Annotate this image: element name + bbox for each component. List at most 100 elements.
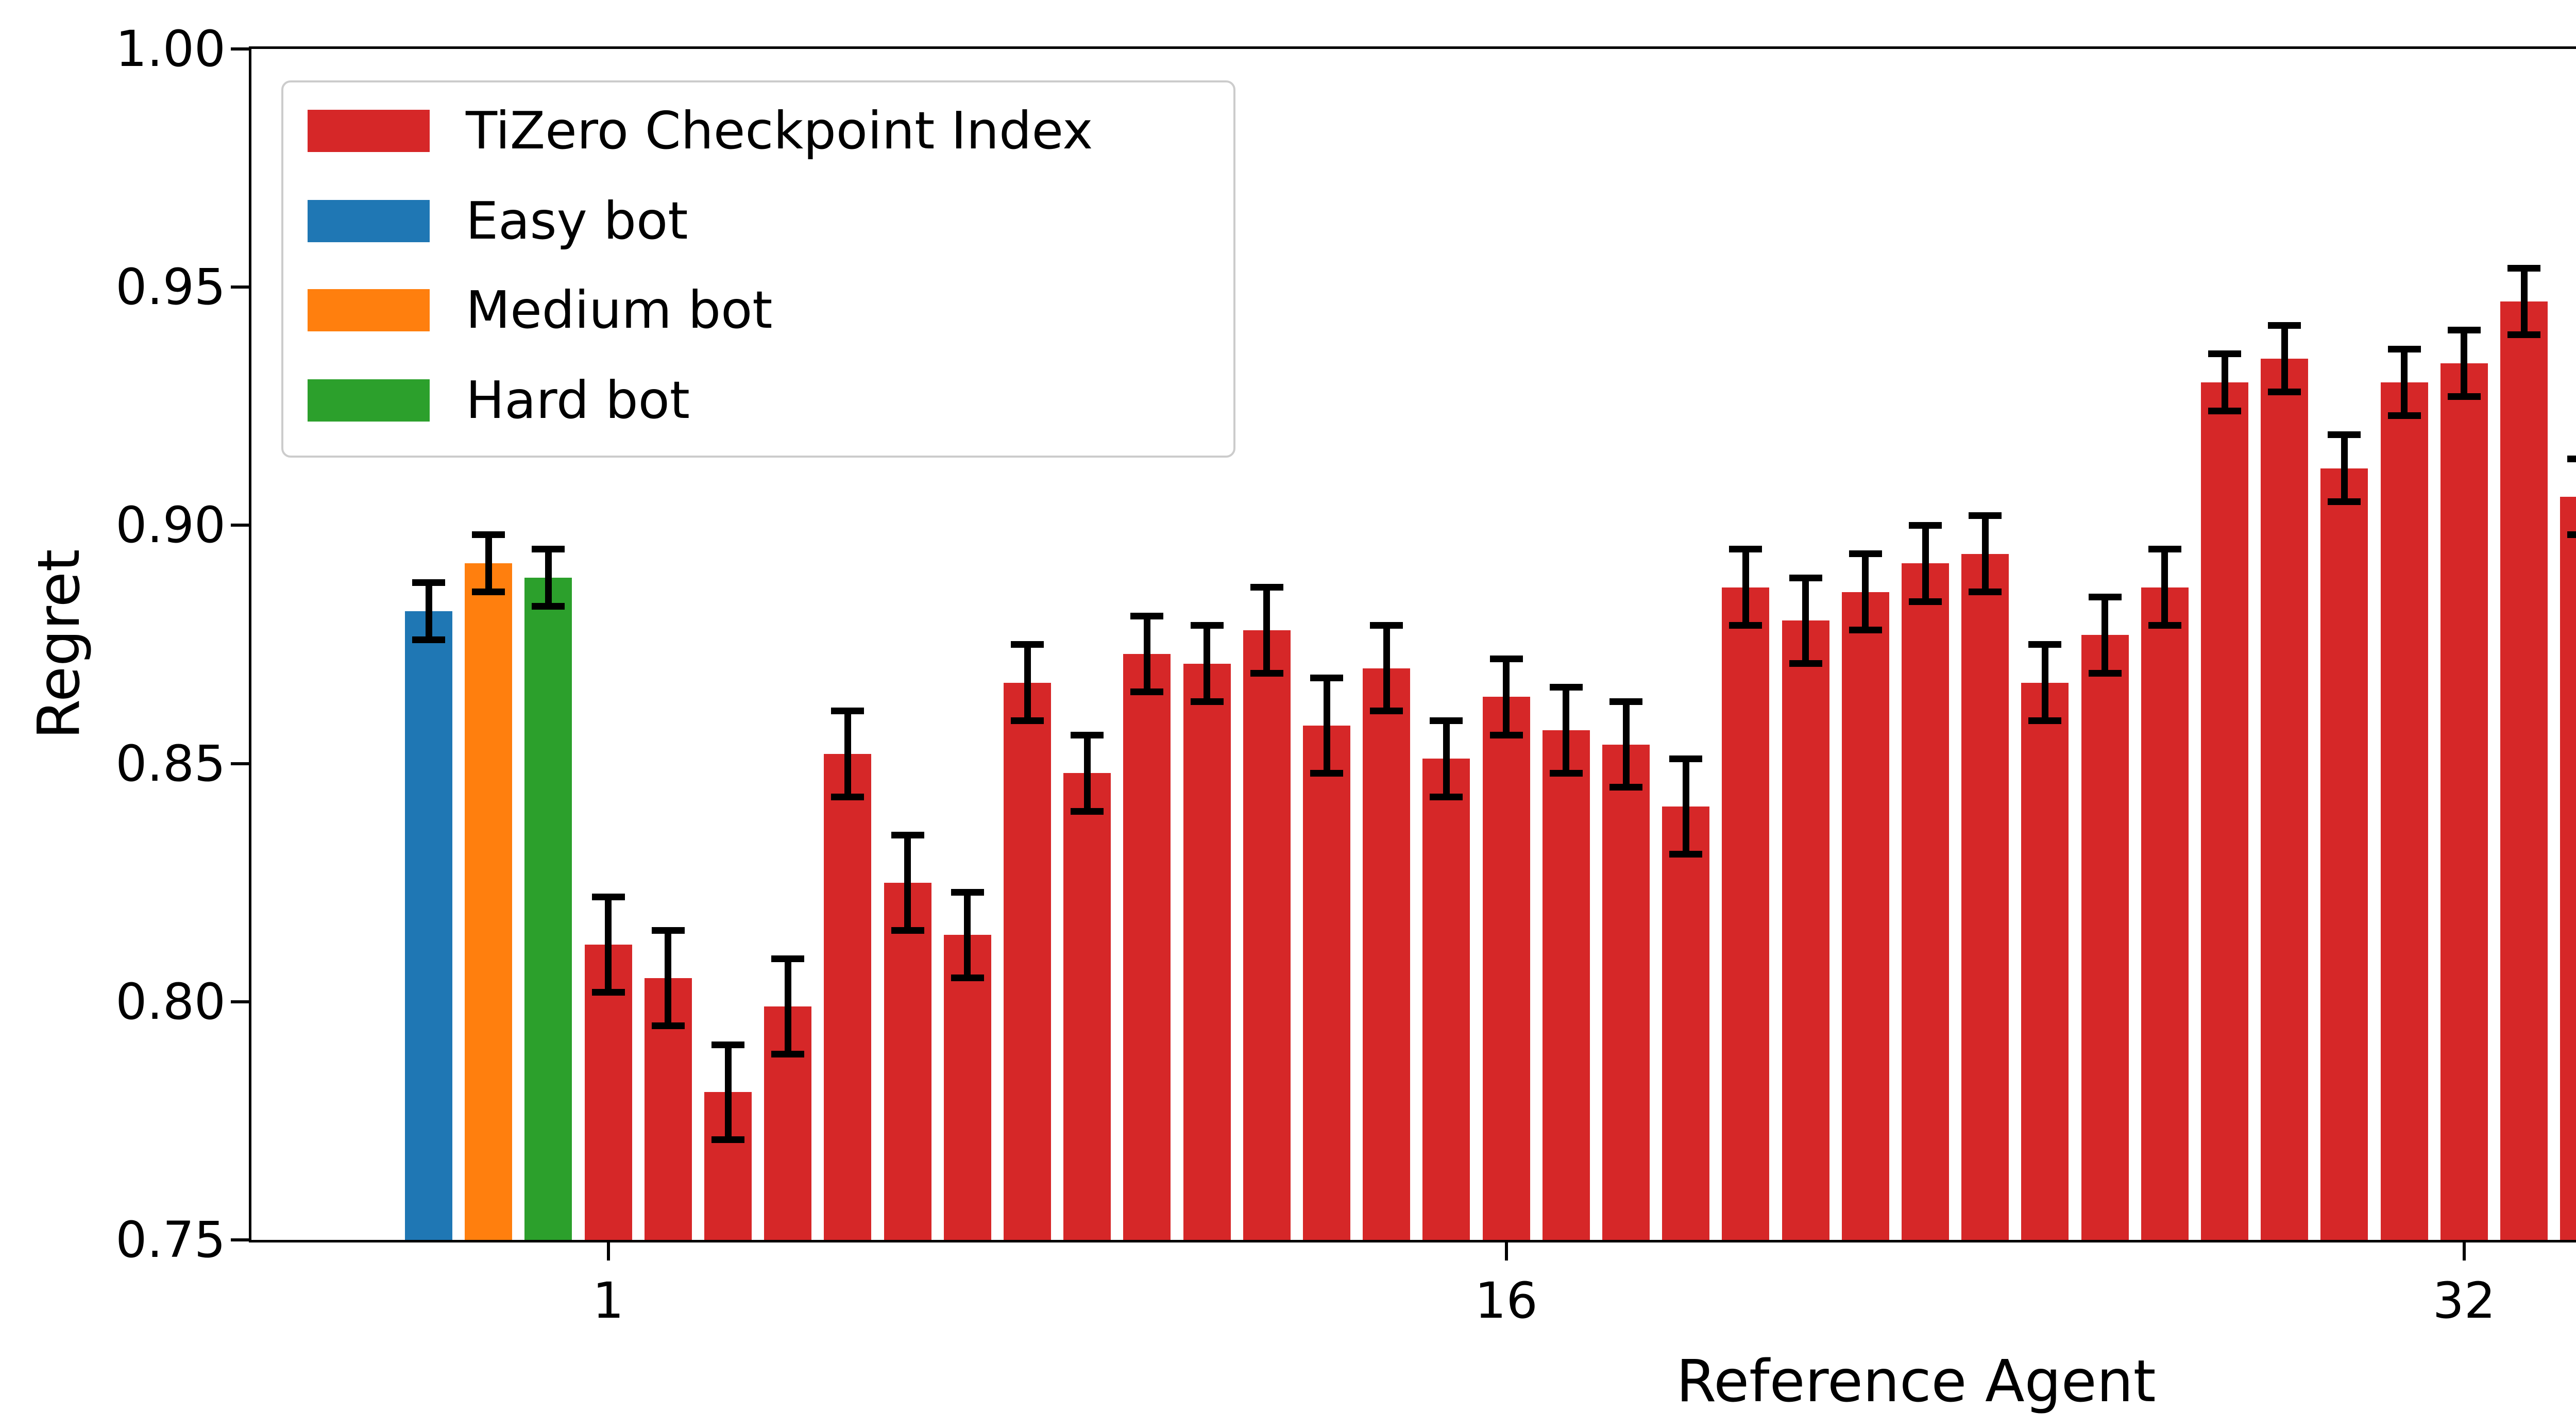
legend-item-medium-bot: Medium bot: [283, 284, 1233, 336]
y-tick-label-0.95: 0.95: [115, 258, 226, 316]
bar-checkpoint-7-errorbar: [964, 892, 971, 978]
bar-checkpoint-27: [2141, 587, 2189, 1240]
x-axis-label: Reference Agent: [1676, 1348, 2156, 1415]
bar-checkpoint-14-errorbar: [1383, 625, 1390, 711]
bar-checkpoint-2-errorbar-cap-high: [651, 927, 685, 934]
bar-checkpoint-16-errorbar: [1503, 659, 1510, 735]
bar-checkpoint-10: [1123, 654, 1171, 1240]
bar-checkpoint-30-errorbar: [2341, 434, 2348, 502]
bar-checkpoint-29-errorbar-cap-high: [2268, 322, 2301, 329]
bar-checkpoint-19-errorbar-cap-low: [1669, 850, 1703, 858]
bar-checkpoint-33-errorbar: [2520, 268, 2528, 335]
bar-checkpoint-5-errorbar: [844, 711, 851, 797]
bar-checkpoint-26-errorbar-cap-low: [2088, 669, 2122, 677]
bar-checkpoint-29-errorbar: [2281, 325, 2288, 392]
bar-checkpoint-5-errorbar-cap-high: [831, 708, 865, 715]
bar-checkpoint-21-errorbar-cap-low: [1789, 660, 1822, 667]
legend-label: Easy bot: [466, 191, 688, 251]
bar-checkpoint-8-errorbar: [1024, 644, 1031, 721]
bar-checkpoint-18-errorbar-cap-low: [1609, 784, 1642, 791]
bar-checkpoint-33-errorbar-cap-low: [2507, 331, 2540, 339]
bar-checkpoint-15: [1422, 759, 1470, 1240]
bar-checkpoint-6: [884, 882, 931, 1240]
bar-checkpoint-6-errorbar: [904, 835, 911, 931]
bar-easy-bot: [405, 611, 452, 1240]
bar-checkpoint-25-errorbar: [2041, 644, 2048, 721]
bar-checkpoint-11-errorbar-cap-high: [1190, 622, 1224, 629]
bar-checkpoint-13-errorbar-cap-high: [1310, 674, 1343, 681]
bar-checkpoint-16: [1482, 697, 1530, 1240]
bar-checkpoint-16-errorbar-cap-high: [1489, 655, 1523, 662]
bar-checkpoint-34-errorbar-cap-high: [2567, 455, 2576, 462]
bar-checkpoint-9-errorbar-cap-high: [1071, 731, 1104, 738]
y-tick-label-1.00: 1.00: [115, 20, 226, 78]
bar-checkpoint-21-errorbar-cap-high: [1789, 574, 1822, 581]
bar-checkpoint-8: [1004, 682, 1051, 1240]
bar-checkpoint-5-errorbar-cap-low: [831, 793, 865, 800]
bar-checkpoint-1-errorbar-cap-high: [591, 893, 625, 900]
bar-checkpoint-4-errorbar-cap-high: [771, 955, 805, 963]
bar-checkpoint-12-errorbar: [1263, 587, 1270, 673]
bar-easy-bot-errorbar: [425, 582, 432, 640]
bar-checkpoint-27-errorbar-cap-high: [2148, 546, 2181, 553]
bar-checkpoint-27-errorbar: [2161, 549, 2168, 626]
bar-checkpoint-30-errorbar-cap-high: [2328, 431, 2361, 439]
bar-checkpoint-33: [2500, 301, 2548, 1240]
bar-checkpoint-3-errorbar-cap-low: [711, 1136, 744, 1144]
bar-medium-bot-errorbar-cap-high: [472, 531, 505, 539]
bar-checkpoint-18-errorbar-cap-high: [1609, 698, 1642, 705]
x-tick-16: [1504, 1242, 1508, 1261]
legend-swatch-orange: [308, 289, 430, 331]
x-tick-label-1: 1: [592, 1272, 624, 1330]
bar-checkpoint-12: [1243, 630, 1291, 1240]
bar-checkpoint-9-errorbar: [1083, 735, 1091, 811]
bar-checkpoint-7-errorbar-cap-high: [951, 888, 984, 896]
bar-medium-bot: [465, 563, 513, 1240]
bar-checkpoint-12-errorbar-cap-high: [1250, 584, 1283, 591]
bar-checkpoint-26-errorbar: [2102, 597, 2109, 673]
bar-checkpoint-24-errorbar-cap-high: [1969, 512, 2002, 519]
bar-checkpoint-17-errorbar-cap-low: [1549, 769, 1583, 777]
legend-label: TiZero Checkpoint Index: [466, 100, 1093, 161]
bar-checkpoint-22-errorbar-cap-low: [1849, 627, 1882, 634]
bar-checkpoint-31-errorbar: [2401, 349, 2408, 416]
bar-checkpoint-7: [943, 935, 991, 1240]
bar-checkpoint-20-errorbar: [1742, 549, 1749, 626]
legend-item-easy-bot: Easy bot: [283, 195, 1233, 247]
y-tick-0.75: [231, 1238, 249, 1241]
bar-hard-bot-errorbar-cap-high: [532, 546, 565, 553]
bar-checkpoint-13-errorbar: [1323, 678, 1330, 774]
bar-checkpoint-28-errorbar-cap-high: [2208, 350, 2241, 358]
legend-label: Hard bot: [466, 370, 690, 430]
bar-checkpoint-20-errorbar-cap-low: [1729, 622, 1762, 629]
bar-checkpoint-34: [2560, 496, 2576, 1240]
bar-checkpoint-34-errorbar-cap-low: [2567, 531, 2576, 539]
bar-medium-bot-errorbar-cap-low: [472, 589, 505, 596]
bar-checkpoint-2-errorbar-cap-low: [651, 1022, 685, 1029]
y-tick-0.90: [231, 524, 249, 527]
bar-checkpoint-26-errorbar-cap-high: [2088, 593, 2122, 600]
bar-easy-bot-errorbar-cap-low: [412, 636, 445, 643]
legend-swatch-green: [308, 379, 430, 422]
bar-checkpoint-10-errorbar-cap-low: [1130, 688, 1164, 696]
bar-checkpoint-32-errorbar: [2461, 330, 2468, 397]
bar-checkpoint-24-errorbar: [1981, 515, 1989, 592]
bar-checkpoint-20-errorbar-cap-high: [1729, 546, 1762, 553]
bar-checkpoint-11-errorbar-cap-low: [1190, 698, 1224, 705]
legend-label: Medium bot: [466, 280, 773, 340]
bar-checkpoint-7-errorbar-cap-low: [951, 975, 984, 982]
y-tick-label-0.90: 0.90: [115, 496, 226, 555]
legend-item-tizero: TiZero Checkpoint Index: [283, 105, 1233, 157]
y-tick-0.95: [231, 285, 249, 289]
bar-checkpoint-14-errorbar-cap-low: [1370, 708, 1403, 715]
bar-checkpoint-1-errorbar: [605, 897, 612, 993]
bar-checkpoint-18: [1602, 744, 1650, 1240]
bar-checkpoint-26: [2081, 635, 2129, 1240]
bar-checkpoint-31-errorbar-cap-low: [2387, 412, 2421, 419]
bar-checkpoint-23-errorbar-cap-high: [1909, 522, 1942, 529]
bar-checkpoint-3-errorbar: [724, 1045, 732, 1140]
bar-checkpoint-13-errorbar-cap-low: [1310, 769, 1343, 777]
bar-checkpoint-10-errorbar: [1143, 616, 1150, 692]
bar-checkpoint-20: [1722, 587, 1770, 1240]
